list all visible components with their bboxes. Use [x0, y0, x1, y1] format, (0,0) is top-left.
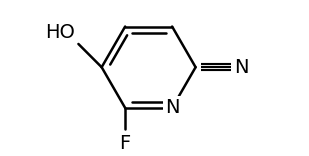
Text: F: F [120, 134, 131, 153]
Text: N: N [235, 58, 249, 77]
Text: HO: HO [45, 23, 75, 42]
Text: N: N [165, 98, 179, 117]
